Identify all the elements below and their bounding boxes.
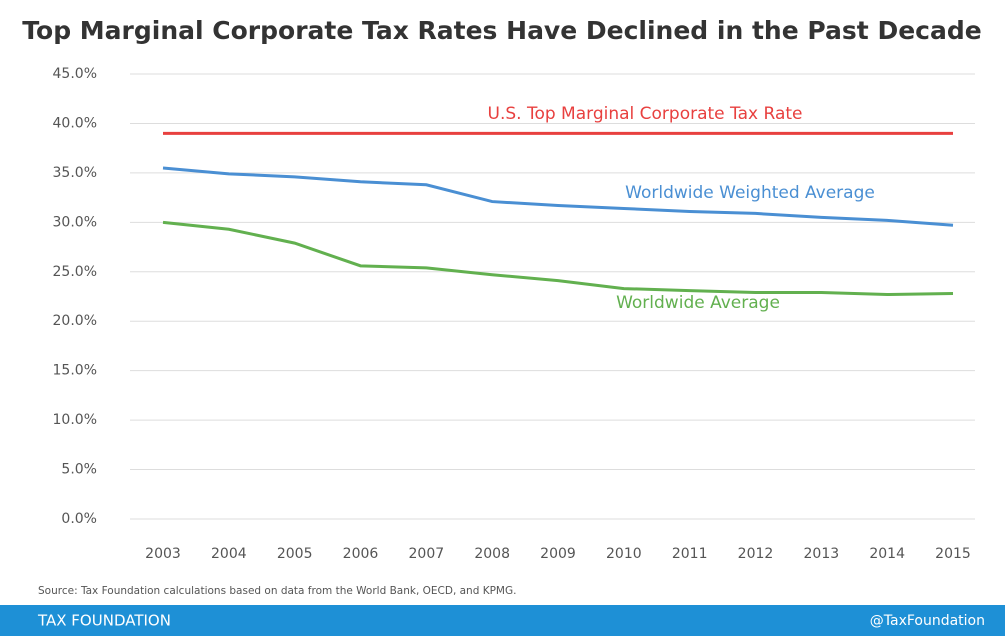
y-tick-label: 20.0% xyxy=(53,313,97,329)
x-tick-label: 2015 xyxy=(935,546,971,562)
x-tick-label: 2007 xyxy=(409,546,445,562)
x-tick-label: 2012 xyxy=(738,546,774,562)
series-label: U.S. Top Marginal Corporate Tax Rate xyxy=(488,104,803,124)
x-tick-label: 2005 xyxy=(277,546,313,562)
series-line xyxy=(162,166,954,227)
series-line xyxy=(162,220,954,297)
x-tick-label: 2010 xyxy=(606,546,642,562)
chart-title: Top Marginal Corporate Tax Rates Have De… xyxy=(22,16,981,45)
y-tick-label: 40.0% xyxy=(53,115,97,131)
y-tick-label: 25.0% xyxy=(53,264,97,280)
x-tick-label: 2008 xyxy=(474,546,510,562)
series-label: Worldwide Average xyxy=(616,293,780,313)
x-tick-label: 2003 xyxy=(145,546,181,562)
x-tick-label: 2011 xyxy=(672,546,708,562)
x-tick-label: 2004 xyxy=(211,546,247,562)
series-label: Worldwide Weighted Average xyxy=(625,183,875,203)
y-tick-label: 0.0% xyxy=(61,511,97,527)
y-tick-label: 35.0% xyxy=(53,165,97,181)
y-tick-label: 15.0% xyxy=(53,363,97,379)
x-tick-label: 2009 xyxy=(540,546,576,562)
x-tick-label: 2014 xyxy=(869,546,905,562)
x-tick-label: 2013 xyxy=(804,546,840,562)
footer-left: TAX FOUNDATION xyxy=(37,612,171,630)
y-tick-label: 10.0% xyxy=(53,412,97,428)
x-tick-label: 2006 xyxy=(343,546,379,562)
source: Source: Tax Foundation calculations base… xyxy=(38,585,516,597)
footer-right: @TaxFoundation xyxy=(870,613,985,629)
footer-bar xyxy=(0,605,1005,636)
y-tick-label: 45.0% xyxy=(53,66,97,82)
y-tick-label: 30.0% xyxy=(53,214,97,230)
y-tick-label: 5.0% xyxy=(61,462,97,478)
